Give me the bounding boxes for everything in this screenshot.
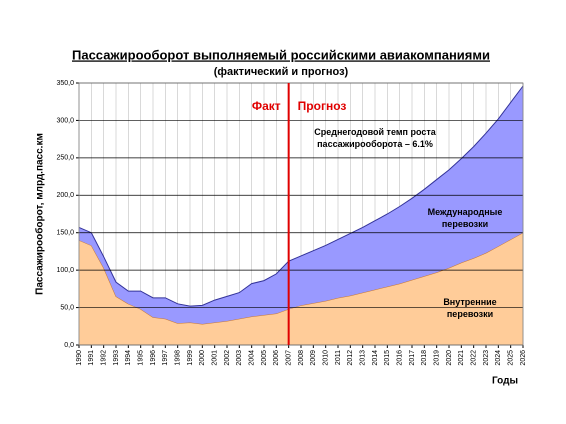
x-tick-label: 2004 — [249, 350, 256, 366]
y-tick-label: 250,0 — [56, 155, 74, 162]
x-tick-label: 2000 — [199, 350, 206, 366]
y-tick-label: 50,0 — [60, 304, 74, 311]
x-tick-label: 2026 — [520, 350, 527, 366]
series-label: Международные перевозки — [427, 207, 503, 229]
y-tick-label: 0,0 — [64, 342, 74, 349]
x-tick-label: 1990 — [76, 350, 83, 366]
y-tick-label: 200,0 — [56, 192, 74, 199]
area-edge — [78, 85, 524, 307]
x-tick-label: 2014 — [372, 350, 379, 366]
y-tick-label: 100,0 — [56, 267, 74, 274]
x-tick-label: 2021 — [458, 350, 465, 366]
x-tick-label: 2011 — [335, 350, 342, 365]
x-tick-label: 2022 — [471, 350, 478, 366]
x-tick-label: 2018 — [421, 350, 428, 366]
annotation: Прогноз — [298, 99, 347, 113]
x-tick-label: 2009 — [310, 350, 317, 366]
x-tick-label: 2001 — [212, 350, 219, 366]
area — [79, 232, 523, 345]
x-tick-label: 1992 — [101, 350, 108, 366]
x-tick-label: 2017 — [409, 350, 416, 366]
y-tick-label: 150,0 — [56, 230, 74, 237]
chart-subtitle: (фактический и прогноз) — [214, 66, 349, 78]
x-tick-label: 1999 — [187, 350, 194, 366]
growth-note: Среднегодовой темп роста пассажирооборот… — [314, 127, 436, 149]
x-tick-label: 1994 — [125, 350, 132, 366]
x-tick-label: 1997 — [162, 350, 169, 366]
series-label: Внутренние перевозки — [443, 297, 497, 319]
x-tick-label: 1995 — [138, 350, 145, 366]
y-tick-label: 350,0 — [56, 80, 74, 87]
x-tick-label: 2005 — [261, 350, 268, 366]
annotation: Факт — [252, 99, 281, 113]
x-tick-label: 1993 — [113, 350, 120, 366]
x-tick-label: 2006 — [273, 350, 280, 366]
x-tick-label: 1996 — [150, 350, 157, 366]
x-tick-label: 2023 — [483, 350, 490, 366]
x-tick-label: 2007 — [286, 350, 293, 366]
x-tick-label: 2019 — [434, 350, 441, 366]
x-axis-label: Годы — [492, 376, 518, 387]
x-tick-label: 2015 — [384, 350, 391, 366]
y-tick-label: 300,0 — [56, 117, 74, 124]
x-tick-label: 2002 — [224, 350, 231, 366]
x-tick-label: 2020 — [446, 350, 453, 366]
y-axis-label: Пассажирооборот, млрд.пасс.км — [34, 133, 46, 295]
x-tick-label: 2013 — [360, 350, 367, 366]
x-tick-label: 2008 — [298, 350, 305, 366]
area — [79, 85, 523, 325]
x-tick-label: 1998 — [175, 350, 182, 366]
x-tick-label: 2024 — [495, 350, 502, 366]
x-tick-label: 1991 — [88, 350, 95, 366]
plot-border — [78, 82, 524, 346]
x-tick-label: 2003 — [236, 350, 243, 366]
x-tick-label: 2025 — [508, 350, 515, 366]
chart-title: Пассажирооборот выполняемый российскими … — [72, 47, 490, 62]
x-tick-label: 2010 — [323, 350, 330, 366]
x-tick-label: 2016 — [397, 350, 404, 366]
x-tick-label: 2012 — [347, 350, 354, 366]
